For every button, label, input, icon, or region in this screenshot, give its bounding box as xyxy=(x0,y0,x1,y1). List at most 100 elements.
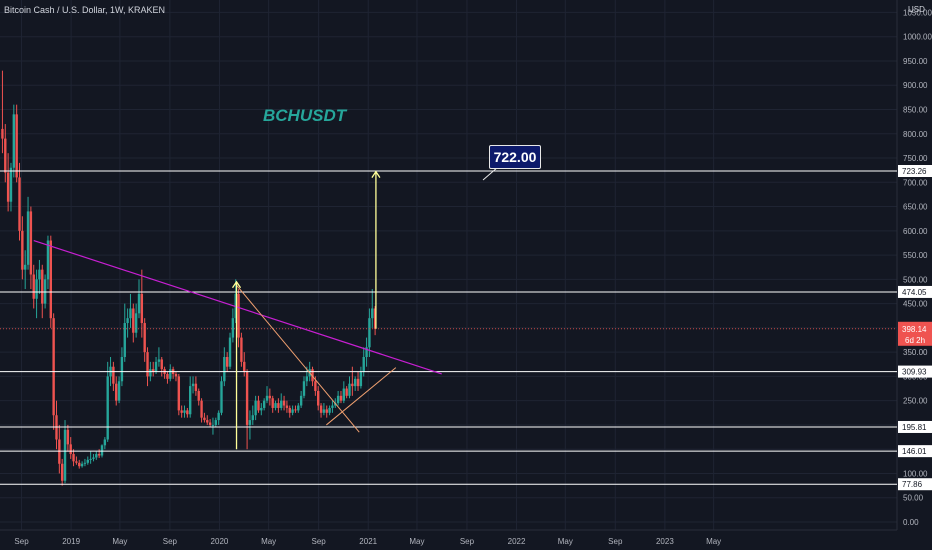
candle-body xyxy=(92,457,95,459)
y-tick-label: 900.00 xyxy=(903,81,928,90)
candle-body xyxy=(371,308,374,319)
level-tag-text: 474.05 xyxy=(902,288,927,297)
candle-body xyxy=(132,308,135,333)
candle-body xyxy=(325,409,328,413)
candle-body xyxy=(160,359,163,370)
candle-body xyxy=(89,458,92,460)
candle-body xyxy=(248,420,252,425)
candle-body xyxy=(126,318,129,324)
candle-body xyxy=(180,410,183,413)
candle-body xyxy=(188,386,192,415)
candle-body xyxy=(237,293,240,338)
y-tick-label: 950.00 xyxy=(903,57,928,66)
horizontal-levels xyxy=(0,170,897,485)
time-axis-ticks: Sep 2019 May Sep 2020 May Sep 2021 May Sep 2022 May… xyxy=(14,537,721,546)
candle-body xyxy=(186,410,189,415)
candle-body xyxy=(49,240,52,319)
candle-body xyxy=(220,381,223,413)
y-tick-label: 750.00 xyxy=(903,154,928,163)
level-tag-text: 309.93 xyxy=(902,368,927,377)
x-tick-label: 2020 xyxy=(211,537,229,546)
candle-body xyxy=(100,445,104,456)
candle-body xyxy=(319,405,323,413)
y-tick-label: 450.00 xyxy=(903,300,928,309)
descending-line xyxy=(235,283,360,433)
x-tick-label: 2023 xyxy=(656,537,674,546)
x-tick-label: 2021 xyxy=(359,537,377,546)
candle-body xyxy=(115,383,118,401)
callout-pointer xyxy=(482,166,499,181)
price-scale-tags: 723.26 474.05 309.93 195.81 146.01 77.86 398.1… xyxy=(898,165,932,491)
candle-body xyxy=(373,308,377,329)
candle-body xyxy=(191,383,195,387)
y-tick-label: 1000.00 xyxy=(903,33,932,42)
chart-title: BCHUSDT xyxy=(263,106,347,125)
symbol-header[interactable]: Bitcoin Cash / U.S. Dollar, 1W, KRAKEN xyxy=(4,5,166,15)
candle-body xyxy=(137,293,141,314)
level-tag-box xyxy=(898,365,932,378)
candle-body xyxy=(302,381,306,396)
drawings xyxy=(33,166,499,450)
y-tick-label: 700.00 xyxy=(903,178,928,187)
candle-body xyxy=(285,405,289,408)
candle-body xyxy=(262,400,266,408)
candle-body xyxy=(194,383,198,391)
candle-body xyxy=(60,463,64,481)
level-tag-text: 195.81 xyxy=(902,423,927,432)
candle-body xyxy=(208,422,212,425)
candle-body xyxy=(359,371,363,387)
candle-body xyxy=(75,461,78,463)
candle-body xyxy=(345,388,348,396)
level-tag-box xyxy=(898,478,932,491)
candle-body xyxy=(106,376,109,440)
candle-body xyxy=(120,356,124,382)
candle-body xyxy=(348,383,351,396)
target-arrow-head xyxy=(371,170,381,178)
level-tag-box xyxy=(898,420,932,433)
currency-label: USD xyxy=(908,5,925,14)
candle-body xyxy=(322,409,326,413)
candle-body xyxy=(297,405,300,411)
candle-body xyxy=(166,373,169,379)
x-tick-label: May xyxy=(112,537,127,546)
candle-body xyxy=(23,264,27,270)
candle-body xyxy=(129,308,132,319)
countdown-text: 6d 2h xyxy=(905,336,925,345)
candle-body xyxy=(368,318,371,348)
candle-body xyxy=(117,381,121,401)
candle-body xyxy=(251,415,254,421)
candle-body xyxy=(29,211,33,275)
candle-body xyxy=(265,395,269,401)
candle-body xyxy=(146,352,149,377)
x-tick-label: May xyxy=(409,537,424,546)
candle-body xyxy=(206,420,209,423)
target-callout: 722.00 xyxy=(489,145,541,169)
candle-body xyxy=(46,240,50,280)
candle-body xyxy=(282,400,286,406)
candle-body xyxy=(291,409,294,413)
candle-body xyxy=(149,369,152,377)
trend-line xyxy=(33,239,442,375)
candle-body xyxy=(157,359,161,362)
y-tick-label: 1050.00 xyxy=(903,8,932,17)
candle-body xyxy=(21,230,24,270)
x-tick-label: Sep xyxy=(163,537,178,546)
candle-body xyxy=(254,400,257,416)
current-price-text: 398.14 xyxy=(902,325,927,334)
candle-body xyxy=(268,395,272,399)
candle-body xyxy=(83,462,87,464)
candle-body xyxy=(280,400,283,408)
candle-body xyxy=(97,454,101,456)
candle-body xyxy=(294,409,297,411)
candle-body xyxy=(41,269,44,304)
candle-body xyxy=(225,356,229,367)
candle-body xyxy=(63,429,67,481)
candle-body xyxy=(257,400,260,411)
candle-body xyxy=(288,407,291,413)
candle-body xyxy=(32,274,35,299)
candle-body xyxy=(69,444,72,455)
candle-body xyxy=(231,318,235,338)
candle-body xyxy=(203,417,206,421)
